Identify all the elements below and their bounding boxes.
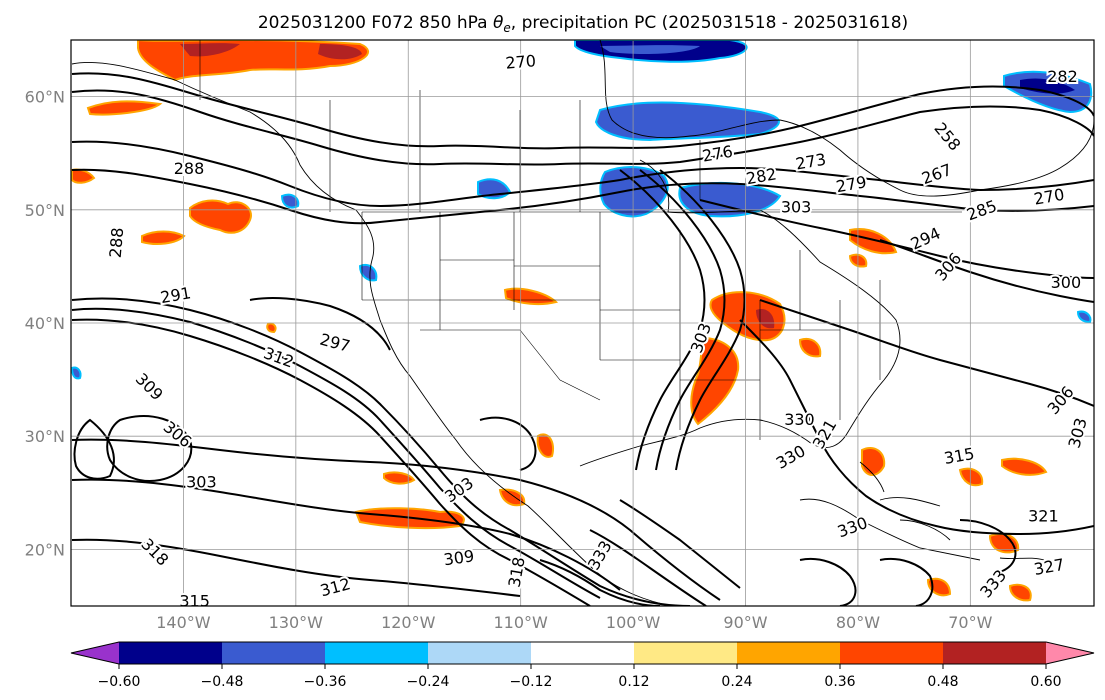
lon-tick-label: 70°W — [948, 613, 992, 632]
precip-blob — [318, 44, 362, 60]
contour-label: 303 — [781, 197, 812, 216]
contour-label: 300 — [1051, 273, 1082, 292]
precip-blob — [709, 291, 786, 342]
map-panel: 2882882912973123093063033183153123093032… — [70, 39, 1095, 610]
contour-label: 315 — [179, 591, 210, 610]
colorbar-segment — [943, 642, 1047, 664]
coastlines — [71, 40, 1094, 606]
colorbar-label: 0.48 — [927, 674, 958, 690]
colorbar-segment — [737, 642, 841, 664]
colorbar-label: −0.24 — [407, 674, 450, 690]
lon-tick-label: 110°W — [493, 613, 548, 632]
colorbar-segment — [531, 642, 635, 664]
lon-tick-label: 130°W — [269, 613, 324, 632]
latitude-labels: 20°N 30°N 40°N 50°N 60°N — [25, 88, 65, 560]
colorbar-segment — [634, 642, 738, 664]
map-frame — [70, 39, 1095, 607]
precip-blob — [141, 230, 186, 245]
precip-blob — [861, 447, 886, 476]
contour-label: 288 — [174, 159, 205, 178]
lon-tick-label: 100°W — [606, 613, 661, 632]
colorbar-extend-right — [1046, 642, 1094, 664]
precip-blob — [180, 43, 240, 57]
precip-blob — [498, 488, 526, 507]
gridlines — [71, 40, 1094, 606]
lat-tick-label: 40°N — [25, 314, 65, 333]
colorbar: −0.60 −0.48 −0.36 −0.24 −0.12 0.12 0.24 0.36 0.4… — [70, 641, 1095, 690]
lon-tick-label: 120°W — [381, 613, 436, 632]
precip-blob — [600, 45, 700, 54]
contour-label: 282 — [1047, 67, 1078, 86]
colorbar-label: −0.60 — [98, 674, 141, 690]
lon-tick-label: 140°W — [156, 613, 211, 632]
colorbar-label: 0.12 — [618, 674, 649, 690]
colorbar-label: 0.60 — [1030, 674, 1061, 690]
contour-label: 321 — [1028, 506, 1059, 525]
colorbar-segment — [119, 642, 223, 664]
lon-tick-label: 90°W — [723, 613, 767, 632]
colorbar-label: 0.24 — [721, 674, 752, 690]
lat-tick-label: 30°N — [25, 427, 65, 446]
precip-blob — [1008, 583, 1032, 602]
precip-blob — [756, 308, 775, 329]
precip-blob — [383, 471, 416, 485]
precip-blob — [71, 366, 82, 380]
contour-label: 303 — [186, 472, 217, 491]
colorbar-extend-left — [71, 642, 119, 664]
lat-tick-label: 50°N — [25, 201, 65, 220]
longitude-labels: 140°W 130°W 120°W 110°W 100°W 90°W 80°W 70°W — [156, 613, 992, 632]
contour-label: 330 — [784, 410, 815, 429]
lat-tick-label: 60°N — [25, 88, 65, 107]
colorbar-label: −0.36 — [304, 674, 347, 690]
colorbar-label: 0.36 — [824, 674, 855, 690]
colorbar-segment — [428, 642, 532, 664]
precip-blob — [690, 336, 740, 426]
theta-e-contours — [71, 72, 1094, 606]
contour-label: 288 — [106, 227, 128, 259]
colorbar-segment — [840, 642, 944, 664]
colorbar-segment — [222, 642, 326, 664]
colorbar-label: −0.12 — [510, 674, 553, 690]
precip-blob — [798, 338, 822, 358]
colorbar-segment — [325, 642, 429, 664]
precip-blob — [849, 228, 898, 255]
precip-blob — [86, 100, 163, 116]
precip-blob — [1001, 457, 1048, 476]
colorbar-label: −0.48 — [201, 674, 244, 690]
lat-tick-label: 20°N — [25, 540, 65, 559]
contour-label: 270 — [505, 51, 537, 73]
precip-blob — [926, 577, 952, 597]
precip-blob — [266, 322, 277, 334]
precip-blob — [189, 199, 252, 234]
precip-blob — [280, 193, 300, 209]
lon-tick-label: 80°W — [836, 613, 880, 632]
figure-title: 2025031200 F072 850 hPa θe, precipitatio… — [258, 13, 908, 35]
precip-blob — [1076, 310, 1092, 324]
precip-blob — [536, 433, 554, 458]
